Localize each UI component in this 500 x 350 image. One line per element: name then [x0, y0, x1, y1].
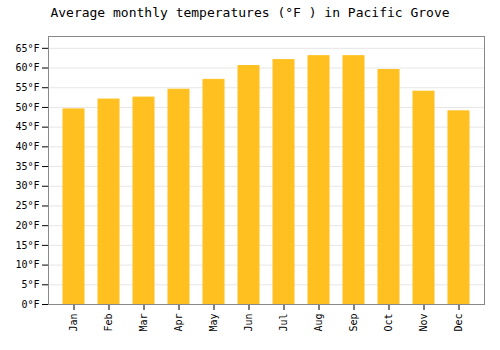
svg-text:Mar: Mar	[138, 314, 149, 332]
svg-text:55°F: 55°F	[15, 82, 39, 93]
svg-text:Dec: Dec	[453, 314, 464, 332]
svg-text:Nov: Nov	[418, 314, 429, 332]
svg-text:50°F: 50°F	[15, 102, 39, 113]
svg-text:25°F: 25°F	[15, 200, 39, 211]
svg-text:Oct: Oct	[383, 314, 394, 332]
svg-text:45°F: 45°F	[15, 121, 39, 132]
svg-text:5°F: 5°F	[21, 279, 39, 290]
svg-text:Apr: Apr	[173, 314, 184, 332]
svg-text:Feb: Feb	[103, 314, 114, 332]
svg-text:Jan: Jan	[68, 314, 79, 332]
svg-text:0°F: 0°F	[21, 299, 39, 310]
svg-text:35°F: 35°F	[15, 161, 39, 172]
svg-text:May: May	[208, 314, 219, 332]
svg-text:20°F: 20°F	[15, 220, 39, 231]
svg-text:Jul: Jul	[278, 314, 289, 332]
svg-text:30°F: 30°F	[15, 180, 39, 191]
html-text:Average monthly temperatures (: Average monthly temperatures (°F ) in Pa…	[50, 5, 450, 20]
svg-text:Jun: Jun	[243, 314, 254, 332]
svg-text:Sep: Sep	[348, 314, 359, 332]
svg-text:Aug: Aug	[313, 314, 324, 332]
svg-text:10°F: 10°F	[15, 259, 39, 270]
svg-text:15°F: 15°F	[15, 240, 39, 251]
svg-text:65°F: 65°F	[15, 43, 39, 54]
svg-text:60°F: 60°F	[15, 62, 39, 73]
svg-text:40°F: 40°F	[15, 141, 39, 152]
